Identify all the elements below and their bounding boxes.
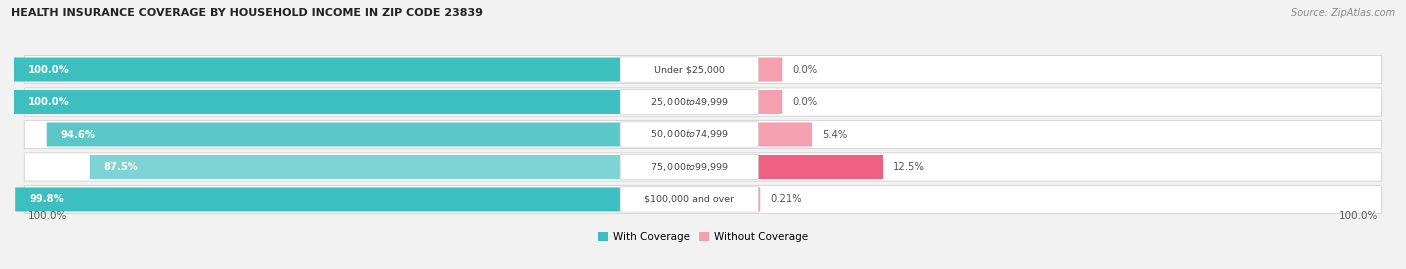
Text: 100.0%: 100.0%: [1339, 211, 1378, 221]
Text: $100,000 and over: $100,000 and over: [644, 195, 734, 204]
Text: $25,000 to $49,999: $25,000 to $49,999: [650, 96, 728, 108]
FancyBboxPatch shape: [620, 57, 758, 82]
FancyBboxPatch shape: [758, 187, 761, 211]
Legend: With Coverage, Without Coverage: With Coverage, Without Coverage: [593, 228, 813, 246]
Text: 0.0%: 0.0%: [793, 65, 818, 75]
Text: $75,000 to $99,999: $75,000 to $99,999: [650, 161, 728, 173]
Text: 100.0%: 100.0%: [28, 211, 67, 221]
Text: 100.0%: 100.0%: [28, 97, 69, 107]
FancyBboxPatch shape: [14, 90, 620, 114]
FancyBboxPatch shape: [46, 122, 620, 147]
Text: 99.8%: 99.8%: [30, 194, 63, 204]
FancyBboxPatch shape: [24, 55, 1382, 84]
Text: Under $25,000: Under $25,000: [654, 65, 724, 74]
FancyBboxPatch shape: [620, 122, 758, 147]
Text: 12.5%: 12.5%: [893, 162, 925, 172]
Text: 100.0%: 100.0%: [28, 65, 69, 75]
Text: $50,000 to $74,999: $50,000 to $74,999: [650, 129, 728, 140]
FancyBboxPatch shape: [758, 90, 782, 114]
FancyBboxPatch shape: [90, 155, 620, 179]
FancyBboxPatch shape: [24, 185, 1382, 214]
FancyBboxPatch shape: [14, 58, 620, 82]
FancyBboxPatch shape: [620, 89, 758, 115]
FancyBboxPatch shape: [758, 58, 782, 82]
FancyBboxPatch shape: [15, 187, 620, 211]
FancyBboxPatch shape: [758, 155, 883, 179]
Text: 0.21%: 0.21%: [770, 194, 803, 204]
Text: Source: ZipAtlas.com: Source: ZipAtlas.com: [1291, 8, 1395, 18]
Text: 5.4%: 5.4%: [823, 129, 848, 140]
Text: 94.6%: 94.6%: [60, 129, 96, 140]
Text: 87.5%: 87.5%: [104, 162, 139, 172]
FancyBboxPatch shape: [24, 120, 1382, 149]
FancyBboxPatch shape: [620, 187, 758, 212]
FancyBboxPatch shape: [758, 122, 813, 147]
FancyBboxPatch shape: [620, 154, 758, 180]
Text: 0.0%: 0.0%: [793, 97, 818, 107]
Text: HEALTH INSURANCE COVERAGE BY HOUSEHOLD INCOME IN ZIP CODE 23839: HEALTH INSURANCE COVERAGE BY HOUSEHOLD I…: [11, 8, 484, 18]
FancyBboxPatch shape: [24, 88, 1382, 116]
FancyBboxPatch shape: [24, 153, 1382, 181]
